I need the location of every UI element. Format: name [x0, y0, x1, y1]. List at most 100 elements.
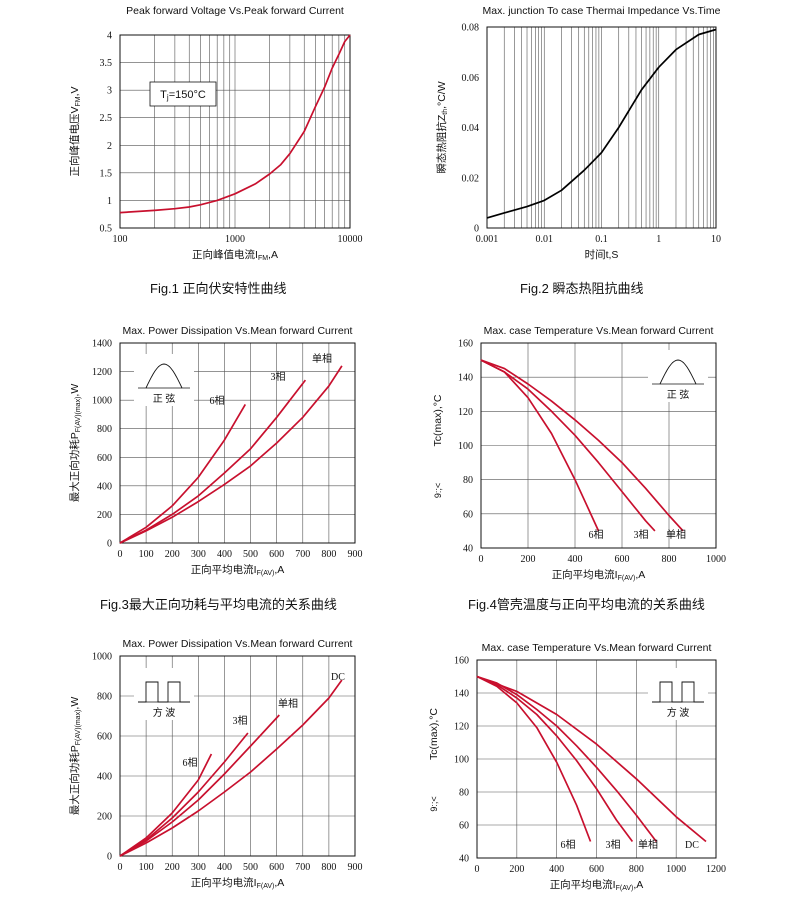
sine-wave-icon — [659, 359, 697, 385]
x-tick-label: 400 — [217, 862, 232, 873]
x-tick-label: 600 — [615, 554, 630, 565]
y-axis-label: Tc(max),°C — [428, 708, 440, 760]
series-label: 3相 — [271, 370, 286, 383]
y-tick-label: 100 — [458, 441, 473, 452]
waveform-inset-sine: 正 弦 — [648, 350, 708, 402]
y-axis-label: 正向峰值电压VFM,V — [68, 86, 82, 176]
x-tick-label: 200 — [509, 864, 524, 875]
chart-5: 0 100 200 300 400 500 600 700 800 900 0 200 400 600 80… — [68, 638, 363, 890]
x-axis-label: 正向平均电流IF(AV),A — [550, 878, 644, 892]
inset-bg — [648, 668, 708, 720]
series-label: 单相 — [638, 838, 658, 851]
x-tick-label: 0.1 — [595, 234, 608, 245]
series-line-3相 — [119, 732, 249, 857]
series-line-2 — [486, 28, 717, 219]
x-tick-label: 600 — [269, 862, 284, 873]
series-label: 单相 — [312, 352, 332, 365]
y-tick-label: 1000 — [92, 652, 112, 663]
x-tick-label: 1000 — [225, 234, 245, 245]
x-axis-label: 正向峰值电流IFM,A — [192, 248, 278, 262]
inset-label: 方 波 — [153, 706, 176, 719]
x-tick-label: 0 — [118, 862, 123, 873]
y-tick-label: 40 — [459, 854, 469, 865]
y-tick-label: 160 — [458, 339, 473, 350]
series-label: DC — [685, 840, 699, 851]
x-tick-label: 800 — [321, 549, 336, 560]
x-axis-label: 正向平均电流IF(AV),A — [191, 563, 285, 577]
y-axis-side-text: 9:;< — [433, 483, 443, 498]
series-line-DC — [476, 675, 707, 843]
inset-bg — [134, 668, 194, 720]
x-tick-label: 800 — [629, 864, 644, 875]
annotation-frame — [149, 81, 217, 107]
x-tick-label: 100 — [139, 862, 154, 873]
inset-bg — [134, 354, 194, 406]
y-tick-label: 1200 — [92, 367, 112, 378]
x-tick-label: 900 — [348, 549, 363, 560]
series-label: 6相 — [561, 838, 576, 851]
x-tick-label: 1 — [656, 234, 661, 245]
y-tick-label: 0 — [107, 539, 112, 550]
y-tick-label: 1400 — [92, 339, 112, 350]
plot-frame — [119, 34, 351, 229]
x-tick-label: 1200 — [706, 864, 726, 875]
inset-bg — [648, 350, 708, 402]
y-tick-label: 140 — [458, 373, 473, 384]
y-tick-label: 2.5 — [100, 113, 113, 124]
plot-frame — [480, 342, 717, 549]
x-tick-label: 700 — [295, 862, 310, 873]
chart-title: Max. case Temperature Vs.Mean forward Cu… — [482, 642, 712, 654]
series-line-6相 — [119, 753, 213, 857]
x-tick-label: 500 — [243, 549, 258, 560]
y-tick-label: 100 — [454, 755, 469, 766]
square-wave-icon — [138, 681, 190, 703]
plot-frame — [486, 26, 717, 229]
y-tick-label: 3 — [107, 86, 112, 97]
chart-4: 0 200 400 600 800 1000 40 60 80 100 120 140 160 Max. … — [432, 325, 726, 582]
y-tick-label: 120 — [454, 722, 469, 733]
y-tick-label: 3.5 — [100, 58, 113, 69]
series-label: 3相 — [634, 528, 649, 541]
series-line-3相 — [480, 359, 656, 532]
chart-title: Max. case Temperature Vs.Mean forward Cu… — [484, 325, 714, 337]
series-label: 3相 — [606, 838, 621, 851]
x-tick-label: 400 — [217, 549, 232, 560]
chart-1: 100 1000 10000 0.5 1 1.5 2 2.5 3 3.5 4 Peak forward… — [68, 5, 363, 262]
y-tick-label: 0.06 — [462, 73, 480, 84]
chart-title: Max. junction To case Thermai Impedance … — [483, 5, 721, 17]
x-tick-label: 200 — [165, 862, 180, 873]
series-line-单相 — [119, 714, 280, 857]
sine-wave-icon — [145, 363, 183, 389]
y-tick-label: 600 — [97, 732, 112, 743]
x-axis-label: 正向平均电流IF(AV),A — [191, 876, 285, 890]
y-tick-label: 0.02 — [462, 173, 480, 184]
chart-1-grid — [120, 35, 350, 228]
waveform-inset-square: 方 波 — [134, 668, 194, 720]
y-axis-label: 瞬态热阻抗Zth,°C/W — [435, 81, 449, 173]
x-tick-label: 500 — [243, 862, 258, 873]
caption-fig3: Fig.3最大正向功耗与平均电流的关系曲线 — [100, 597, 337, 612]
x-tick-label: 100 — [113, 234, 128, 245]
y-tick-label: 80 — [459, 788, 469, 799]
y-tick-label: 60 — [459, 821, 469, 832]
x-tick-label: 1000 — [666, 864, 686, 875]
y-tick-label: 1000 — [92, 396, 112, 407]
series-label: 3相 — [233, 714, 248, 727]
chart-3: 0 100 200 300 400 500 600 700 800 900 0 200 400 600 80… — [68, 325, 363, 577]
y-tick-label: 60 — [463, 509, 473, 520]
series-label: 6相 — [589, 528, 604, 541]
y-tick-label: 120 — [458, 407, 473, 418]
x-tick-label: 700 — [295, 549, 310, 560]
waveform-inset-square: 方 波 — [648, 668, 708, 720]
x-tick-label: 300 — [191, 862, 206, 873]
x-tick-label: 300 — [191, 549, 206, 560]
inset-label: 正 弦 — [153, 392, 176, 405]
series-line-1 — [119, 34, 351, 214]
inset-label: 方 波 — [667, 706, 690, 719]
x-tick-label: 800 — [321, 862, 336, 873]
x-axis-label: 正向平均电流IF(AV),A — [552, 568, 646, 582]
x-tick-label: 200 — [521, 554, 536, 565]
y-tick-label: 400 — [97, 772, 112, 783]
y-tick-label: 400 — [97, 481, 112, 492]
